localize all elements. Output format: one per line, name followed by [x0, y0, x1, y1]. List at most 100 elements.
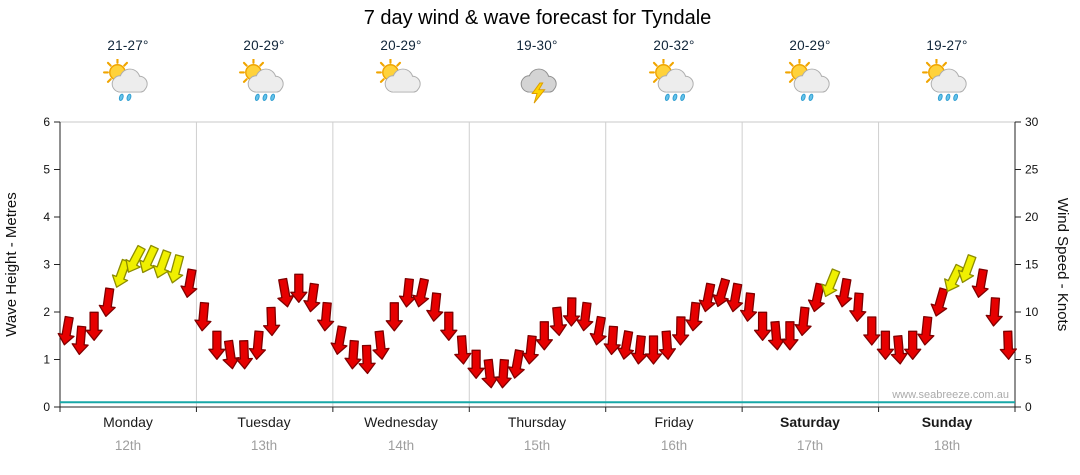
wind-arrow: [712, 277, 731, 308]
wind-arrow: [85, 311, 103, 341]
wind-arrow: [794, 306, 812, 337]
wind-arrow: [330, 325, 348, 355]
wind-arrow: [589, 315, 607, 346]
day-header-tuesday: 20-29°: [196, 38, 332, 109]
day-date: 12th: [114, 438, 142, 453]
wind-arrow: [644, 335, 663, 365]
day-header-wednesday: 20-29°: [333, 38, 469, 109]
day-date: 16th: [660, 438, 688, 453]
left-tick-label: 1: [43, 353, 50, 367]
wind-arrow: [685, 301, 703, 332]
day-date: 14th: [387, 438, 415, 453]
page-title: 7 day wind & wave forecast for Tyndale: [363, 7, 712, 29]
temp-range: 20-32°: [653, 38, 695, 53]
weather-icon-mount: [469, 59, 605, 109]
wind-arrow: [971, 268, 989, 298]
wind-arrow: [454, 335, 472, 365]
left-axis-title: Wave Height - Metres: [3, 192, 20, 337]
plot-border: [59, 121, 1016, 408]
temp-range: 20-29°: [380, 38, 422, 53]
right-tick-label: 10: [1025, 305, 1039, 319]
day-header-friday: 20-32°: [606, 38, 742, 109]
right-tick-label: 5: [1025, 353, 1032, 367]
wind-arrow: [807, 282, 825, 313]
wind-arrow: [835, 277, 853, 308]
right-axis-title: Wind Speed - Knots: [1054, 198, 1071, 331]
wind-arrow: [521, 335, 539, 365]
day-date: 18th: [933, 438, 961, 453]
wind-arrow: [398, 278, 417, 308]
wind-arrow: [208, 330, 226, 360]
right-tick-label: 20: [1025, 210, 1039, 224]
wind-arrow: [57, 315, 75, 346]
wind-arrow: [904, 330, 922, 360]
day-header-saturday: 20-29°: [742, 38, 878, 109]
x-label-sunday: Sunday 18th: [879, 414, 1015, 453]
left-tick-label: 2: [43, 305, 50, 319]
wind-arrow: [426, 292, 444, 322]
weather-icon-sun-cloud-showers: [102, 57, 148, 101]
wind-arrow: [863, 316, 881, 346]
right-tick-label: 15: [1025, 258, 1039, 272]
wind-arrow: [726, 282, 744, 313]
wind-arrow: [849, 292, 867, 322]
wind-arrow: [876, 330, 895, 360]
temp-range: 19-30°: [516, 38, 558, 53]
weather-icon-sun-cloud-rain: [648, 57, 694, 101]
weather-icon-mount: [60, 57, 196, 109]
wind-arrow: [303, 282, 321, 313]
wind-arrow: [262, 306, 281, 337]
wind-arrow: [467, 349, 485, 379]
wind-arrow: [440, 311, 458, 341]
wind-arrow: [98, 287, 116, 318]
left-tick-label: 6: [43, 115, 50, 129]
right-tick-label: 30: [1025, 115, 1039, 129]
right-tick-label: 0: [1025, 400, 1032, 414]
wind-arrow: [194, 301, 212, 332]
wind-arrow: [494, 358, 512, 389]
wind-arrow: [821, 268, 841, 298]
wind-arrow: [562, 297, 581, 327]
day-date: 13th: [250, 438, 278, 453]
wind-arrow: [603, 325, 621, 356]
wind-arrow: [999, 330, 1017, 360]
weather-icon-mount: [196, 57, 332, 109]
left-tick-label: 5: [43, 163, 50, 177]
wind-arrow: [671, 316, 690, 346]
wind-arrow: [957, 254, 977, 284]
x-label-tuesday: Tuesday 13th: [196, 414, 332, 453]
left-tick-label: 4: [43, 210, 50, 224]
day-name: Wednesday: [364, 414, 438, 430]
wind-arrow: [222, 339, 240, 370]
wind-arrow: [535, 321, 553, 351]
wind-arrow: [890, 335, 908, 365]
day-name: Tuesday: [237, 414, 291, 430]
day-name: Monday: [103, 414, 153, 430]
x-label-wednesday: Wednesday 14th: [333, 414, 469, 453]
weather-icon-sun-cloud-rain: [921, 57, 967, 101]
weather-icon-sun-cloud-rain: [238, 57, 284, 101]
day-name: Sunday: [921, 414, 973, 430]
wind-arrow: [344, 339, 362, 370]
wind-arrow: [125, 244, 146, 273]
wind-arrow: [985, 297, 1003, 327]
wind-arrow: [412, 277, 430, 308]
wind-arrow: [739, 292, 758, 322]
weather-icon-mount: [606, 57, 742, 109]
wind-arrow: [358, 344, 376, 375]
wind-arrow: [372, 330, 390, 360]
day-date: 17th: [796, 438, 824, 453]
weather-icon-sun-cloud-showers: [784, 57, 830, 101]
day-name: Thursday: [507, 414, 567, 430]
wind-arrow: [385, 302, 403, 332]
wind-arrow: [235, 340, 253, 370]
weather-icon-mount: [742, 57, 878, 109]
day-name: Friday: [654, 414, 694, 430]
day-header-sunday: 19-27°: [879, 38, 1015, 109]
wind-arrow: [658, 330, 677, 360]
wind-arrow: [917, 316, 935, 346]
left-tick-label: 0: [43, 400, 50, 414]
day-date: 15th: [523, 438, 551, 453]
wind-arrow: [576, 301, 594, 332]
